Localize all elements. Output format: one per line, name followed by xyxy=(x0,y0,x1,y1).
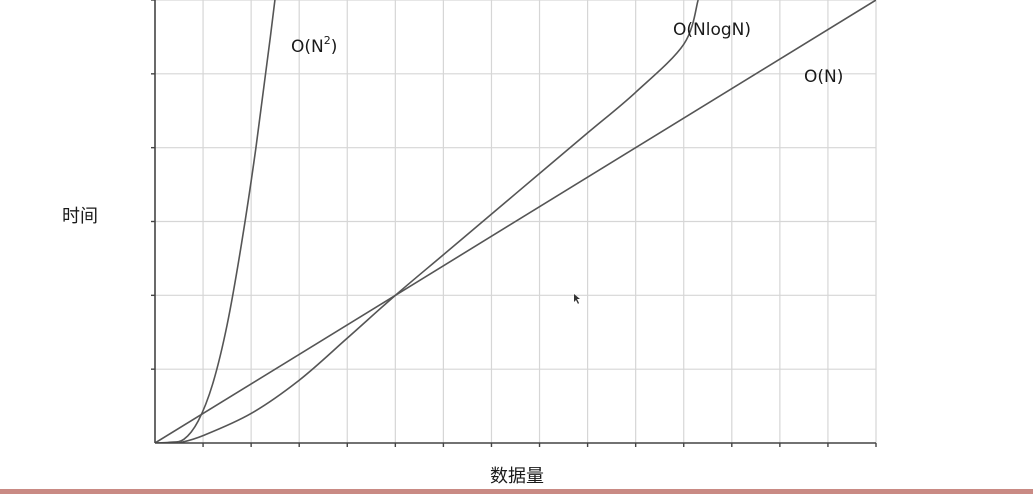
series-label-o-n-squared-sup: 2 xyxy=(324,34,331,47)
mouse-cursor-icon xyxy=(574,294,580,304)
ticks xyxy=(151,0,877,447)
series-label-o-n-log-n: O(NlogN) xyxy=(673,20,751,40)
series-line-o-n-squared xyxy=(155,0,276,443)
series-label-o-n-squared-close: ) xyxy=(331,37,338,57)
series-line-o-n-log-n xyxy=(178,0,699,443)
y-axis-label: 时间 xyxy=(62,206,98,227)
x-axis-label: 数据量 xyxy=(490,466,544,487)
series-line-o-n xyxy=(155,0,876,443)
series-label-o-n: O(N) xyxy=(804,67,843,87)
series-label-o-n-squared-main: O(N xyxy=(291,37,324,57)
series-label-o-n-squared: O(N2) xyxy=(291,34,337,57)
series-group xyxy=(155,0,876,443)
bottom-strip xyxy=(0,489,1033,494)
